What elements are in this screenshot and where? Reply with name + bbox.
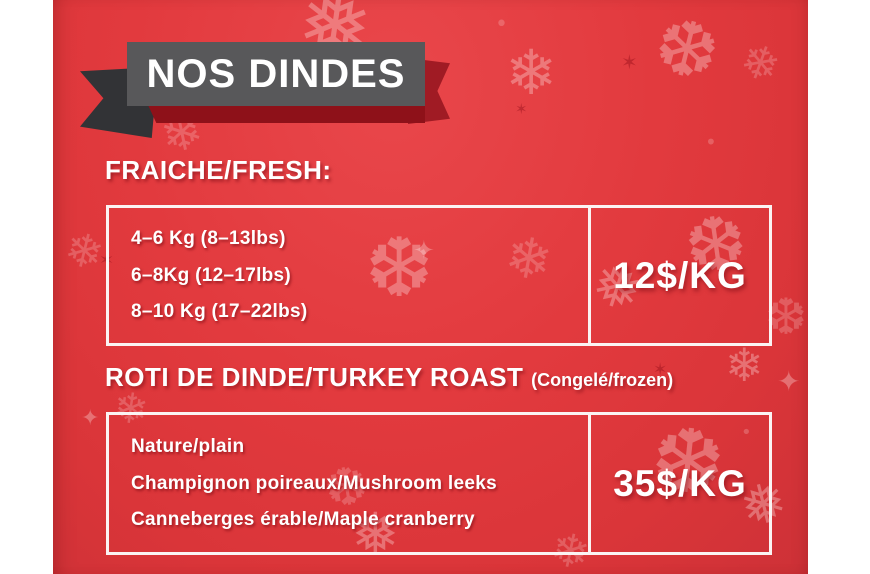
sparkle-icon: ✦: [81, 406, 100, 431]
table-row: 6–8Kg (12–17lbs): [131, 264, 292, 286]
section-roast-title: ROTI DE DINDE/TURKEY ROAST (Congelé/froz…: [105, 362, 673, 393]
fresh-price: 12$/KG: [613, 254, 747, 296]
table-row: Canneberges érable/Maple cranberry: [131, 509, 475, 531]
poster-background: ❅❄❆❄❄❆❄❅❆❄❄❆❆❅❄❅❄❆✦✦✦✦✶✶✶✶••• NOS DINDES…: [53, 0, 808, 574]
snowflake-icon: ❄: [732, 31, 788, 95]
fresh-items-cell: 4–6 Kg (8–13lbs) 6–8Kg (12–17lbs) 8–10 K…: [109, 208, 591, 343]
roast-price: 35$/KG: [613, 462, 747, 504]
section-fresh-title-text: FRAICHE/FRESH:: [105, 155, 332, 185]
sparkle-icon: ✦: [777, 365, 801, 398]
snowflake-icon: ❆: [645, 0, 729, 101]
section-roast-subtitle: (Congelé/frozen): [531, 370, 674, 390]
snowflake-icon: ❄: [725, 338, 764, 392]
dot-icon: •: [705, 130, 717, 154]
table-row: Champignon poireaux/Mushroom leeks: [131, 472, 497, 494]
section-roast-title-text: ROTI DE DINDE/TURKEY ROAST: [105, 362, 524, 392]
sparkle-icon: ✶: [515, 100, 528, 118]
roast-price-cell: 35$/KG: [591, 415, 769, 552]
sparkle-icon: ✶: [621, 50, 638, 74]
title-ribbon: NOS DINDES: [127, 42, 425, 106]
poster-title: NOS DINDES: [146, 51, 406, 96]
table-row: 4–6 Kg (8–13lbs): [131, 228, 286, 250]
section-fresh-title: FRAICHE/FRESH:: [105, 155, 332, 186]
roast-price-table: Nature/plain Champignon poireaux/Mushroo…: [106, 412, 772, 555]
ribbon-shadow: [148, 105, 425, 123]
table-row: Nature/plain: [131, 435, 245, 457]
dot-icon: •: [495, 12, 508, 37]
snowflake-icon: ❄: [505, 36, 557, 109]
snowflake-icon: ❄: [59, 220, 110, 282]
fresh-price-cell: 12$/KG: [591, 208, 769, 343]
table-row: 8–10 Kg (17–22lbs): [131, 300, 308, 322]
roast-items-cell: Nature/plain Champignon poireaux/Mushroo…: [109, 415, 591, 552]
fresh-price-table: 4–6 Kg (8–13lbs) 6–8Kg (12–17lbs) 8–10 K…: [106, 205, 772, 346]
